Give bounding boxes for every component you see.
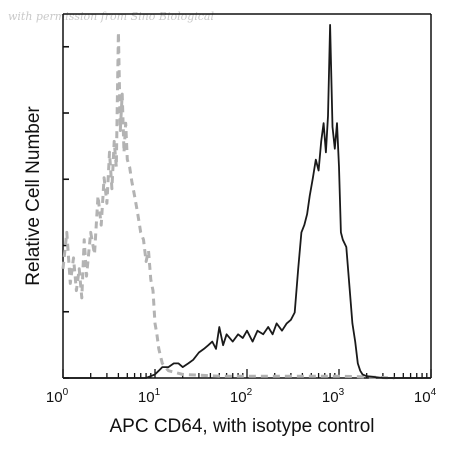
x-tick-labels: 100 101 102 103 104 xyxy=(46,387,437,406)
x-tick-label: 102 xyxy=(230,387,253,406)
plot-frame xyxy=(62,13,432,379)
watermark-text: with permission from Sino Biological xyxy=(8,10,214,23)
x-tick-label: 100 xyxy=(46,387,69,406)
x-axis-label: APC CD64, with isotype control xyxy=(109,416,374,437)
cd64-series xyxy=(63,23,431,379)
x-tick-label: 101 xyxy=(138,387,161,406)
y-tick-marks xyxy=(63,45,69,379)
series-layer xyxy=(61,23,431,380)
isotype-control-series xyxy=(61,30,395,380)
x-tick-label: 104 xyxy=(414,387,437,406)
x-tick-label: 103 xyxy=(322,387,345,406)
y-axis-label: Relative Cell Number xyxy=(23,106,44,286)
